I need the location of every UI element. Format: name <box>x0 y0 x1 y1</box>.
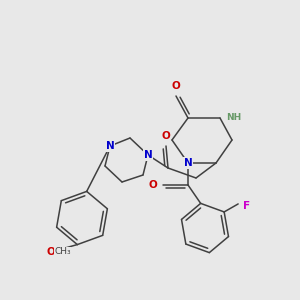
Text: O: O <box>47 247 56 256</box>
Text: O: O <box>148 180 158 190</box>
Text: F: F <box>243 201 250 211</box>
Text: CH₃: CH₃ <box>54 247 71 256</box>
Text: N: N <box>144 150 152 160</box>
Text: NH: NH <box>226 113 242 122</box>
Text: O: O <box>172 81 180 91</box>
Text: N: N <box>184 158 192 168</box>
Text: O: O <box>162 131 170 141</box>
Text: N: N <box>106 141 114 151</box>
